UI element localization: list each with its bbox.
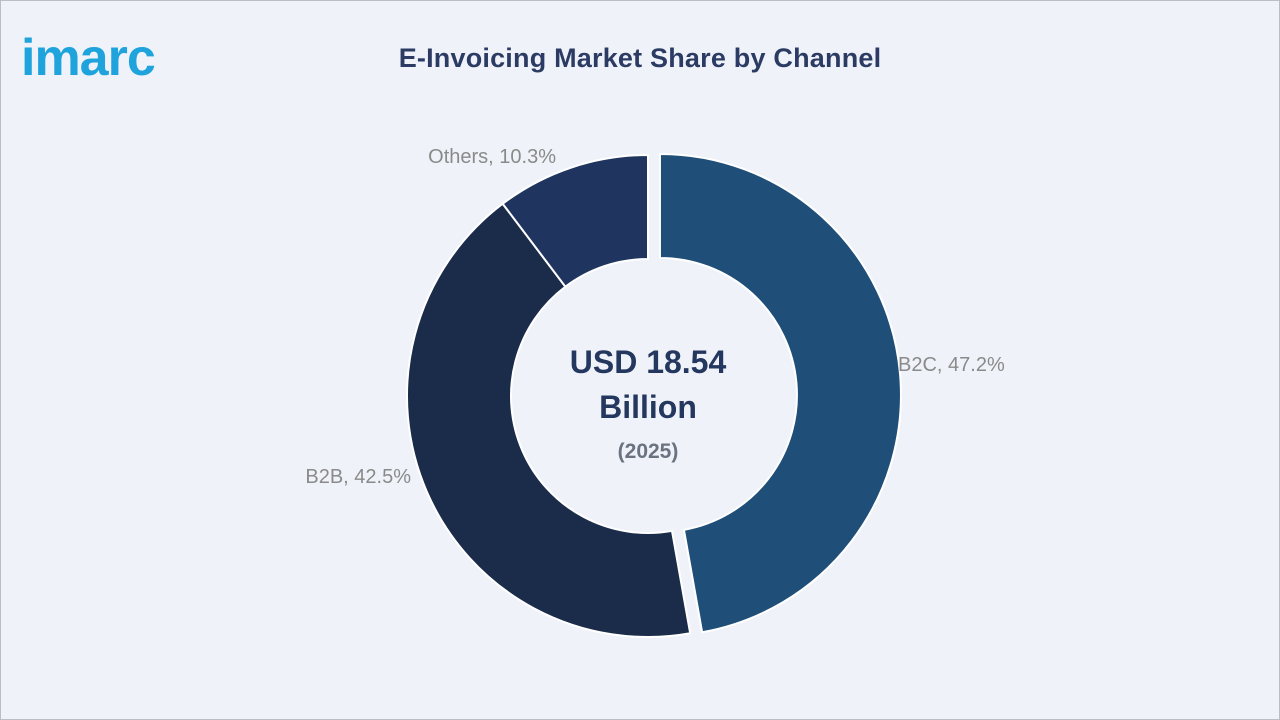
slice-b2b [406,202,692,638]
center-value-line1: USD 18.54 [570,344,727,380]
imarc-logo: imarc [21,29,156,87]
center-value-line2: Billion [599,389,697,425]
slice-others [501,153,649,289]
slice-labels-group: B2C, 47.2% B2B, 42.5% Others, 10.3% [305,146,1005,488]
chart-title: E-Invoicing Market Share by Channel [398,43,882,73]
slice-label-b2b: B2B, 42.5% [305,466,411,488]
logo-text: imarc [21,29,155,87]
center-year: (2025) [618,440,679,463]
slice-b2c [658,152,902,634]
slice-label-others: Others, 10.3% [428,146,556,168]
slices-group [406,152,902,638]
slice-label-b2c: B2C, 47.2% [898,354,1005,376]
